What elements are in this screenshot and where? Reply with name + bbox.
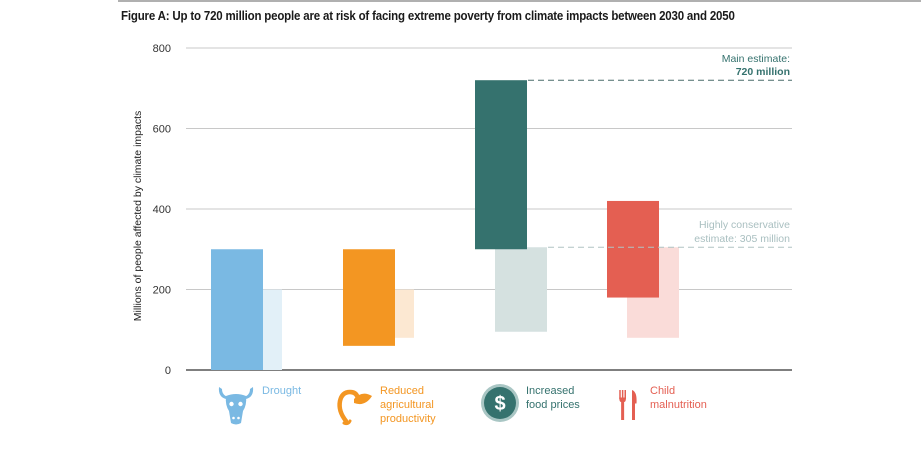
legend-item-malnutrition: Child malnutrition [614,383,707,427]
chart-title: Figure A: Up to 720 million people are a… [121,9,735,23]
y-tick-labels: 0 200 400 600 800 [153,43,171,377]
main-estimate-label: Main estimate: [722,53,790,65]
bars [211,80,679,370]
y-tick-label: 400 [153,204,171,216]
annotations: Main estimate:720 million Highly conserva… [694,53,790,245]
bar-main-reduced-agricultural-productivity [343,249,395,346]
legend-label-drought: Drought [262,385,302,397]
plant-sprout-icon [337,389,372,426]
bar-main-child-malnutrition [607,200,659,298]
y-tick-label: 800 [153,43,171,55]
y-axis-label: Millions of people affected by climate i… [132,111,144,322]
legend-label-malnutrition: Child malnutrition [650,385,707,411]
y-tick-label: 600 [153,124,171,136]
svg-text:$: $ [494,393,505,415]
cow-skull-icon [218,387,254,425]
fork-knife-icon [619,390,637,420]
conservative-estimate-value: estimate: 305 million [694,233,790,245]
y-tick-label: 0 [165,365,171,377]
bar-conservative-increased-food-prices [495,247,547,332]
bar-main-increased-food-prices [475,80,527,250]
dollar-coin-icon: $ [481,384,519,422]
reference-lines [528,79,792,248]
legend-label-food-prices: Increased food prices [526,385,580,411]
legend-item-drought: Drought [216,383,301,427]
bar-conservative-drought [263,289,282,370]
legend-label-agriculture: Reduced agricultural productivity [380,385,436,425]
top-rule [118,0,921,2]
legend-item-agriculture: Reduced agricultural productivity [334,383,436,427]
legend-item-food-prices: $ Increased food prices [480,383,580,427]
bar-main-drought [211,249,263,370]
bar-conservative-reduced-agricultural-productivity [395,289,414,338]
conservative-estimate-label: Highly conservative [699,219,790,231]
y-tick-label: 200 [153,285,171,297]
main-estimate-value: 720 million [736,66,790,78]
